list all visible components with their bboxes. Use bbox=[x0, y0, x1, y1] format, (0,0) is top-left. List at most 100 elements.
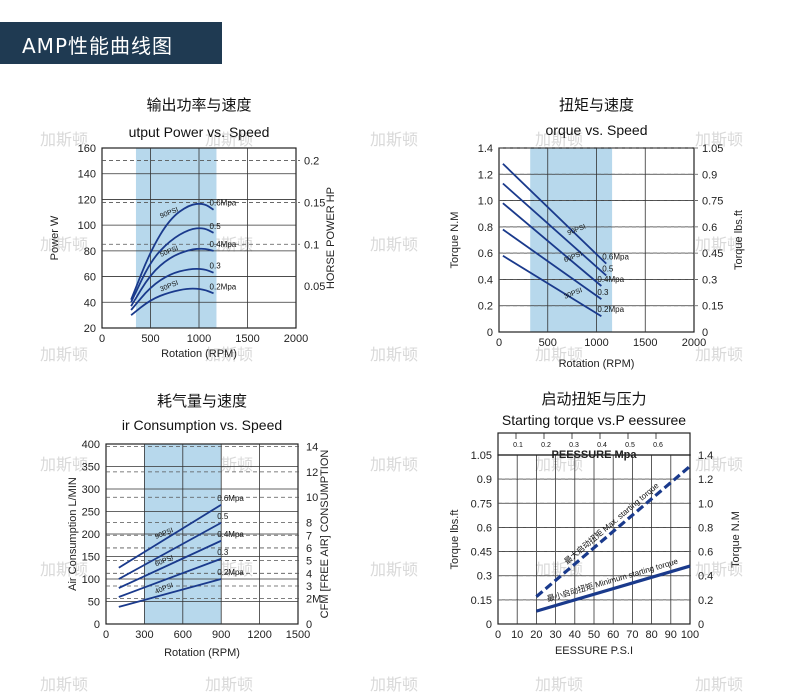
y-tick-label: 100 bbox=[82, 574, 100, 586]
y2-tick-label: 0.8 bbox=[698, 522, 713, 534]
top-axis-tick-label: 0.3 bbox=[569, 442, 579, 449]
chart-subtitle: Starting torque vs.P eessuree bbox=[502, 412, 686, 428]
y2-tick-label: 0.6 bbox=[702, 222, 717, 234]
top-axis-tick-label: 0.6 bbox=[653, 442, 663, 449]
chart-subtitle: ir Consumption vs. Speed bbox=[122, 417, 282, 433]
series-line bbox=[130, 287, 215, 316]
chart-title: 扭矩与速度 bbox=[559, 96, 634, 114]
y2-tick-label: 0.2 bbox=[698, 595, 713, 607]
watermark-text: 加斯顿 bbox=[535, 675, 583, 694]
watermark-text: 加斯顿 bbox=[40, 560, 88, 579]
watermark-text: 加斯顿 bbox=[370, 455, 418, 474]
y2-tick-label: 0.2 bbox=[304, 156, 319, 168]
y-tick-label: 400 bbox=[82, 439, 100, 451]
x-tick-label: 300 bbox=[135, 629, 153, 641]
y2-tick-label: 0 bbox=[702, 327, 708, 339]
y-tick-label: 250 bbox=[82, 507, 100, 519]
y-tick-label: 0 bbox=[94, 619, 100, 631]
watermark-text: 加斯顿 bbox=[535, 130, 583, 149]
y-tick-label: 200 bbox=[82, 529, 100, 541]
x-tick-label: 500 bbox=[141, 333, 159, 345]
watermark-text: 加斯顿 bbox=[205, 675, 253, 694]
x-tick-label: 70 bbox=[626, 629, 638, 641]
x-tick-label: 1000 bbox=[584, 337, 608, 349]
x-tick-label: 2000 bbox=[682, 337, 706, 349]
y2-tick-label: 0 bbox=[306, 619, 312, 631]
series-line bbox=[502, 202, 602, 287]
series-label: 0.2Mpa bbox=[597, 305, 624, 314]
x-tick-label: 0 bbox=[496, 337, 502, 349]
x-tick-label: 60 bbox=[607, 629, 619, 641]
y2-tick-label: 5 bbox=[306, 556, 312, 568]
chart-subtitle: orque vs. Speed bbox=[546, 122, 648, 138]
series-line bbox=[535, 564, 691, 613]
y2-tick-label: 0.15 bbox=[304, 197, 325, 209]
y-tick-label: 150 bbox=[82, 552, 100, 564]
y-tick-label: 0.4 bbox=[478, 274, 493, 286]
watermark-text: 加斯顿 bbox=[695, 675, 743, 694]
series-label: 0.6Mpa bbox=[217, 494, 244, 503]
watermark-text: 加斯顿 bbox=[535, 345, 583, 364]
watermark-text: 加斯顿 bbox=[40, 455, 88, 474]
top-axis-label: PEESSURE Mpa bbox=[552, 449, 638, 461]
watermark-text: 加斯顿 bbox=[370, 345, 418, 364]
series-line bbox=[130, 267, 214, 311]
x-tick-label: 1500 bbox=[286, 629, 310, 641]
y2-tick-label: 14 bbox=[306, 442, 318, 454]
y2-tick-label: 0.3 bbox=[702, 274, 717, 286]
y2-tick-label: 8 bbox=[306, 518, 312, 530]
chart-power: 输出功率与速度 utput Power vs. Speed 0 500 1000 1500… bbox=[49, 96, 337, 360]
y-tick-label: 20 bbox=[84, 323, 96, 335]
x-tick-label: 80 bbox=[645, 629, 657, 641]
x-axis-label: Rotation (RPM) bbox=[559, 358, 635, 370]
series-line bbox=[118, 539, 222, 589]
x-tick-label: 2000 bbox=[284, 333, 308, 345]
series-line bbox=[502, 163, 607, 265]
series-label: 0.4Mpa bbox=[597, 275, 624, 284]
y2-tick-label: 2M bbox=[306, 594, 321, 606]
series-label: 0.3 bbox=[210, 262, 222, 271]
y-tick-label: 0 bbox=[486, 619, 492, 631]
watermark-text: 加斯顿 bbox=[695, 345, 743, 364]
y-axis-label: Power W bbox=[49, 215, 61, 260]
watermark-text: 加斯顿 bbox=[370, 235, 418, 254]
y2-tick-label: 0.1 bbox=[304, 239, 319, 251]
y-tick-label: 0.8 bbox=[478, 222, 493, 234]
x-tick-label: 1500 bbox=[235, 333, 259, 345]
x-axis-label: Rotation (RPM) bbox=[161, 348, 237, 360]
top-axis-frame bbox=[497, 432, 691, 456]
y-tick-label: 0.45 bbox=[471, 547, 492, 559]
chart-title: 耗气量与速度 bbox=[157, 392, 247, 410]
y-axis-label: Air Consumption L/MIN bbox=[67, 477, 79, 591]
series-line bbox=[535, 465, 692, 598]
watermark-text: 加斯顿 bbox=[205, 345, 253, 364]
x-axis-label: EESSURE P.S.I bbox=[555, 645, 633, 657]
series-line bbox=[502, 255, 602, 317]
watermark-text: 加斯顿 bbox=[370, 560, 418, 579]
watermark-text: 加斯顿 bbox=[535, 455, 583, 474]
series-line bbox=[118, 578, 222, 608]
x-tick-label: 0 bbox=[495, 629, 501, 641]
y2-axis-label: CFM [FREE AIR] CONSUMPTION bbox=[319, 450, 331, 619]
chart-title: 输出功率与速度 bbox=[146, 96, 251, 114]
y2-axis-label: HORSE POWER HP bbox=[325, 187, 337, 289]
series-label: 0.4Mpa bbox=[217, 530, 244, 539]
y2-tick-label: 0.15 bbox=[702, 301, 723, 313]
series-line bbox=[130, 202, 215, 301]
x-tick-label: 0 bbox=[103, 629, 109, 641]
top-axis-tick-label: 0.1 bbox=[513, 442, 523, 449]
x-tick-label: 90 bbox=[665, 629, 677, 641]
shaded-range bbox=[530, 148, 613, 332]
y-tick-label: 0.2 bbox=[478, 301, 493, 313]
y-tick-label: 350 bbox=[82, 462, 100, 474]
y-axis-label: Torque lbs.ft bbox=[449, 510, 461, 570]
series-label: 0.3 bbox=[597, 288, 609, 297]
x-tick-label: 100 bbox=[681, 629, 699, 641]
series-line bbox=[118, 521, 222, 580]
x-tick-label: 10 bbox=[511, 629, 523, 641]
x-tick-label: 0 bbox=[99, 333, 105, 345]
watermark-text: 加斯顿 bbox=[695, 455, 743, 474]
series-line bbox=[118, 503, 222, 569]
watermark-text: 加斯顿 bbox=[695, 235, 743, 254]
